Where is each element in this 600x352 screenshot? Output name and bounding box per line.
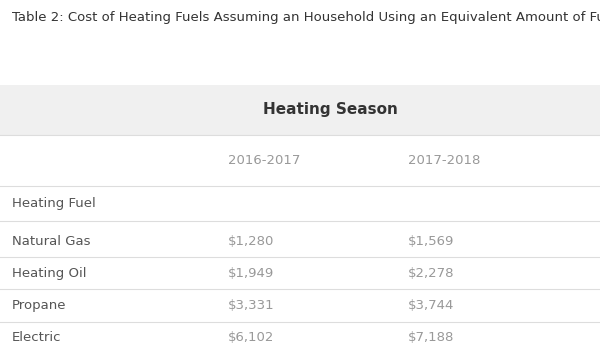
- Text: Propane: Propane: [12, 299, 67, 312]
- FancyBboxPatch shape: [0, 85, 600, 134]
- Text: $3,331: $3,331: [228, 299, 275, 312]
- Text: 2016-2017: 2016-2017: [228, 155, 301, 168]
- Text: $1,280: $1,280: [228, 235, 274, 248]
- Text: 2017-2018: 2017-2018: [408, 155, 481, 168]
- Text: Heating Season: Heating Season: [263, 102, 397, 117]
- Text: Table 2: Cost of Heating Fuels Assuming an Household Using an Equivalent Amount : Table 2: Cost of Heating Fuels Assuming …: [12, 11, 600, 24]
- Text: $6,102: $6,102: [228, 331, 274, 344]
- Text: Natural Gas: Natural Gas: [12, 235, 91, 248]
- Text: Heating Oil: Heating Oil: [12, 267, 86, 280]
- Text: $1,569: $1,569: [408, 235, 454, 248]
- Text: Heating Fuel: Heating Fuel: [12, 197, 96, 210]
- Text: $1,949: $1,949: [228, 267, 274, 280]
- Text: $2,278: $2,278: [408, 267, 455, 280]
- Text: $7,188: $7,188: [408, 331, 454, 344]
- Text: $3,744: $3,744: [408, 299, 454, 312]
- Text: Electric: Electric: [12, 331, 62, 344]
